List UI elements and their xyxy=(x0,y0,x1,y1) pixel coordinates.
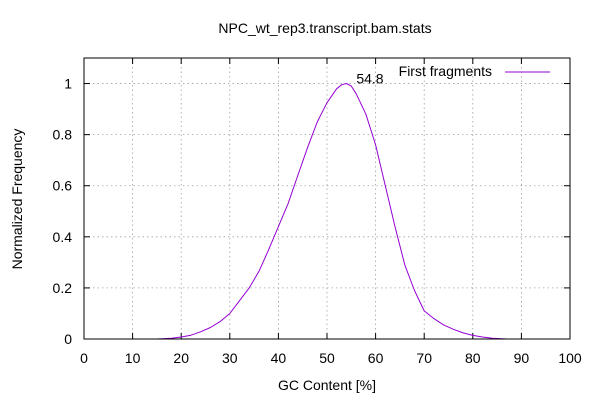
x-tick-label: 40 xyxy=(271,350,287,366)
x-tick-label: 60 xyxy=(368,350,384,366)
x-tick-label: 30 xyxy=(222,350,238,366)
x-tick-labels: 0 10 20 30 40 50 60 70 80 90 100 xyxy=(80,350,582,366)
x-tick-label: 0 xyxy=(80,350,88,366)
y-tick-label: 0.2 xyxy=(53,280,73,296)
y-tick-label: 0.6 xyxy=(53,178,73,194)
series-group xyxy=(156,83,507,340)
plot-frame xyxy=(83,57,571,340)
y-tick-labels: 0 0.2 0.4 0.6 0.8 1 xyxy=(53,76,73,347)
chart-title: NPC_wt_rep3.transcript.bam.stats xyxy=(218,20,431,36)
series-line-first-fragments xyxy=(156,83,507,340)
grid-lines xyxy=(84,58,570,339)
x-tick-label: 70 xyxy=(416,350,432,366)
legend-label-first-fragments: First fragments xyxy=(399,63,492,79)
y-tick-label: 1 xyxy=(64,76,72,92)
y-tick-label: 0.4 xyxy=(53,229,73,245)
x-axis-label: GC Content [%] xyxy=(278,377,376,393)
y-tick-label: 0.8 xyxy=(53,127,73,143)
x-tick-label: 10 xyxy=(125,350,141,366)
x-tick-label: 50 xyxy=(319,350,335,366)
x-tick-label: 90 xyxy=(514,350,530,366)
x-tick-label: 80 xyxy=(465,350,481,366)
y-tick-label: 0 xyxy=(64,331,72,347)
x-tick-label: 20 xyxy=(173,350,189,366)
y-axis-label: Normalized Frequency xyxy=(9,129,25,270)
legend: First fragments xyxy=(399,63,550,79)
peak-annotation: 54.8 xyxy=(356,71,383,87)
annotations: 54.8 xyxy=(356,71,383,87)
x-tick-label: 100 xyxy=(558,350,582,366)
